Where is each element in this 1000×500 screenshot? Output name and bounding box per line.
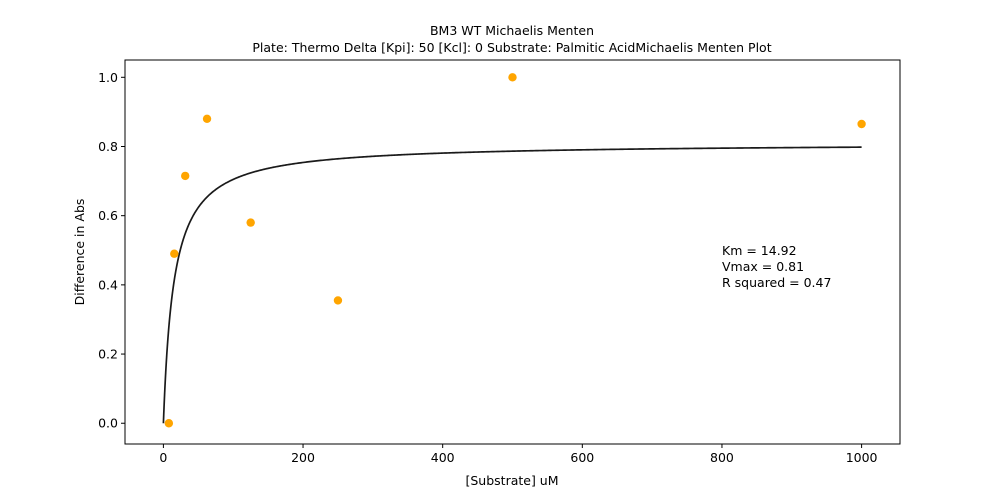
annotation-line-1: Vmax = 0.81 (722, 259, 804, 274)
y-tick-label-1: 0.2 (98, 347, 118, 362)
chart-title-line1: BM3 WT Michaelis Menten (430, 23, 594, 38)
annotation-line-0: Km = 14.92 (722, 243, 797, 258)
y-tick-label-3: 0.6 (98, 208, 118, 223)
x-tick-label-3: 600 (570, 450, 594, 465)
x-tick-label-5: 1000 (846, 450, 878, 465)
annotation-line-2: R squared = 0.47 (722, 275, 831, 290)
y-tick-label-4: 0.8 (98, 139, 118, 154)
data-point-5 (333, 296, 343, 305)
x-tick-label-4: 800 (710, 450, 734, 465)
data-point-6 (508, 73, 517, 82)
data-point-0 (164, 419, 174, 428)
data-point-4 (246, 218, 255, 227)
data-point-7 (857, 119, 866, 129)
x-tick-label-1: 200 (291, 450, 315, 465)
y-axis-ticks: 0.0 0.2 0.4 0.6 0.8 1.0 (98, 70, 125, 431)
y-tick-label-5: 1.0 (98, 70, 118, 85)
y-tick-label-0: 0.0 (98, 416, 118, 431)
chart-title-line2: Plate: Thermo Delta [Kpi]: 50 [Kcl]: 0 S… (252, 40, 771, 55)
x-tick-label-2: 400 (431, 450, 455, 465)
x-tick-label-0: 0 (159, 450, 167, 465)
x-axis-ticks: 0 200 400 600 800 1000 (159, 444, 878, 465)
data-point-2 (181, 171, 190, 181)
y-tick-label-2: 0.4 (98, 277, 118, 292)
y-axis-label: Difference in Abs (72, 199, 87, 306)
data-point-3 (202, 114, 212, 124)
plot-area (162, 73, 866, 428)
x-axis-label: [Substrate] uM (465, 473, 558, 488)
fit-curve-line (162, 146, 862, 424)
data-point-1 (170, 249, 179, 258)
axes-frame (124, 59, 901, 445)
